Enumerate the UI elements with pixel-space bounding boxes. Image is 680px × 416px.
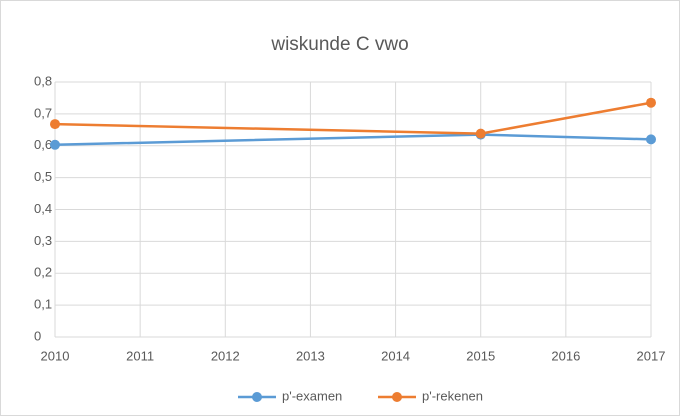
point-marker (50, 119, 60, 130)
point-marker (646, 97, 656, 108)
x-tick-label: 2011 (126, 348, 154, 363)
x-tick-label: 2015 (466, 348, 495, 363)
y-tick-label: 0,3 (34, 233, 52, 248)
y-tick-label: 0,8 (34, 73, 52, 88)
point-marker (475, 128, 486, 139)
x-tick-label: 2010 (41, 348, 70, 363)
y-tick-label: 0,6 (34, 137, 52, 152)
legend-label: p'-rekenen (422, 388, 483, 403)
x-tick-label: 2012 (211, 348, 240, 363)
point-marker (50, 139, 60, 150)
y-tick-label: 0,5 (34, 169, 52, 184)
x-tick-label: 2013 (296, 348, 325, 363)
legend-label: p'-examen (282, 388, 342, 403)
x-tick-label: 2017 (637, 348, 666, 363)
y-tick-label: 0,1 (34, 297, 52, 312)
chart-title: wiskunde C vwo (270, 34, 408, 55)
y-tick-label: 0,7 (34, 105, 52, 120)
x-tick-label: 2014 (381, 348, 410, 363)
legend-marker (392, 392, 402, 402)
x-tick-label: 2016 (551, 348, 580, 363)
y-tick-label: 0 (34, 328, 41, 343)
legend-marker (252, 392, 262, 402)
point-marker (646, 134, 656, 145)
y-tick-label: 0,4 (34, 201, 52, 216)
y-tick-label: 0,2 (34, 265, 52, 280)
